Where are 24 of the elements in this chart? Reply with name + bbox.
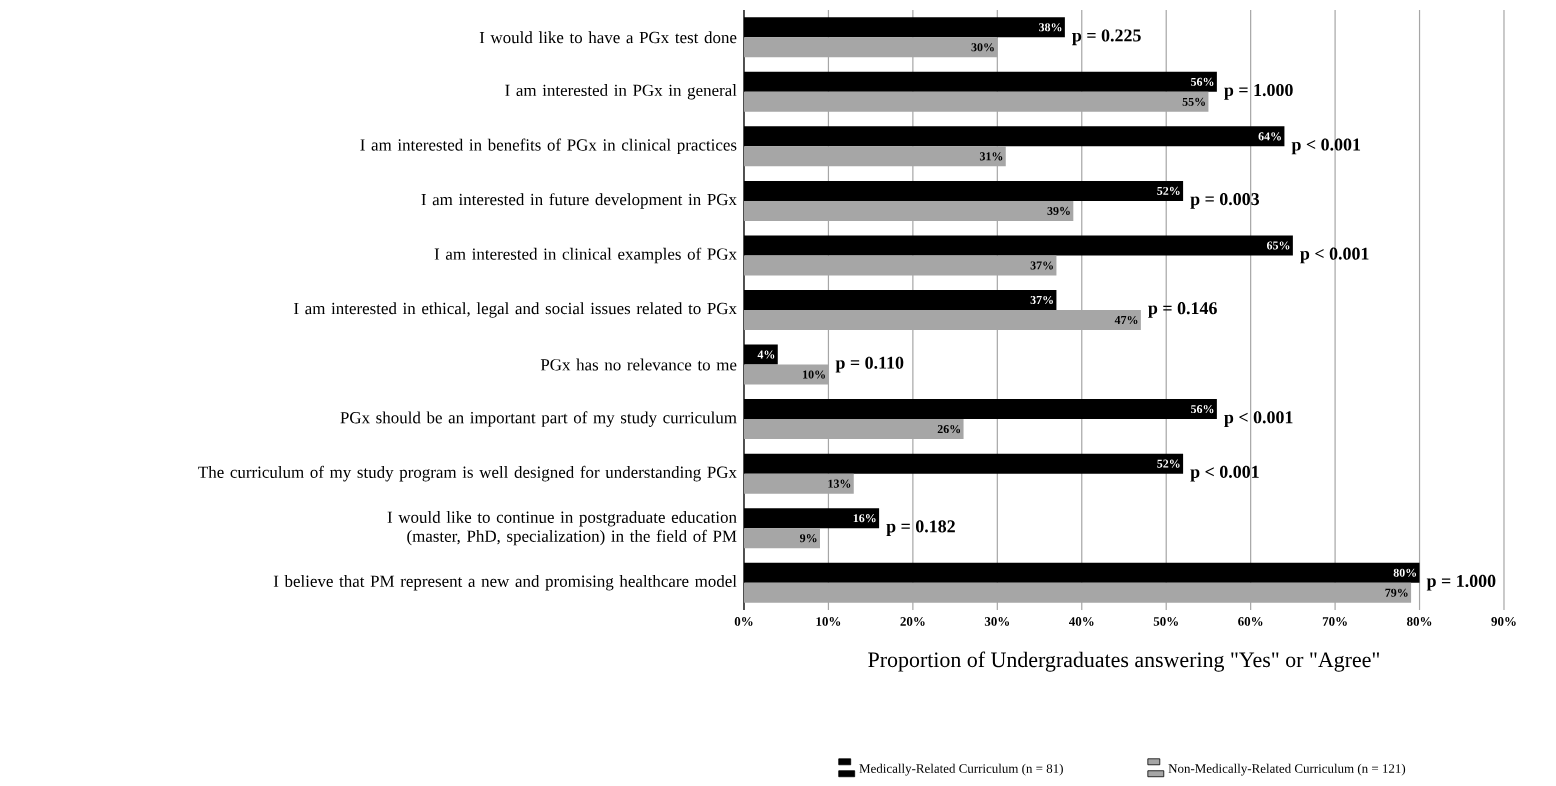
y-tick-label: I am interested in ethical, legal and social issues related to PGx	[294, 302, 737, 318]
y-tick-label: I believe that PM represent a new and promising healthcare model	[273, 575, 737, 591]
y-tick-label: I am interested in benefits of PGx in clinical practices	[360, 138, 737, 155]
annotation: p = 1.000	[1224, 83, 1293, 100]
y-tick-label: The curriculum of my study program is well designed for understanding PGx	[198, 465, 737, 482]
annotation: p < 0.001	[1224, 411, 1293, 427]
annotation: p = 0.146	[1148, 302, 1217, 318]
x-axis-title: Proportion of Undergraduates answering "Yes" or "Agree"	[868, 651, 1380, 672]
annotation: p < 0.001	[1291, 138, 1361, 155]
y-tick-label: PGx has no relevance to me	[540, 358, 737, 371]
annotation: p = 0.110	[835, 356, 904, 373]
annotation: p < 0.001	[1300, 247, 1369, 264]
bar	[743, 528, 820, 549]
annotation: p = 0.182	[886, 520, 955, 537]
annotation: p = 1.000	[1426, 574, 1496, 591]
y-tick-label: I would like to have a PGx test done	[479, 31, 737, 44]
y-tick-label: PGx should be an important part of my study curriculum	[340, 411, 737, 427]
y-tick-label: I would like to continue in postgraduate education (master, PhD, specialization) in the field of PM	[387, 511, 737, 546]
annotation: p = 0.003	[1190, 193, 1260, 209]
annotation: p = 0.225	[1072, 29, 1141, 46]
y-tick-label: I am interested in clinical examples of PGx	[434, 247, 737, 264]
y-tick-label: I am interested in future development in PGx	[421, 193, 737, 209]
annotation: p < 0.001	[1190, 465, 1259, 482]
y-tick-label: I am interested in PGx in general	[505, 84, 737, 100]
